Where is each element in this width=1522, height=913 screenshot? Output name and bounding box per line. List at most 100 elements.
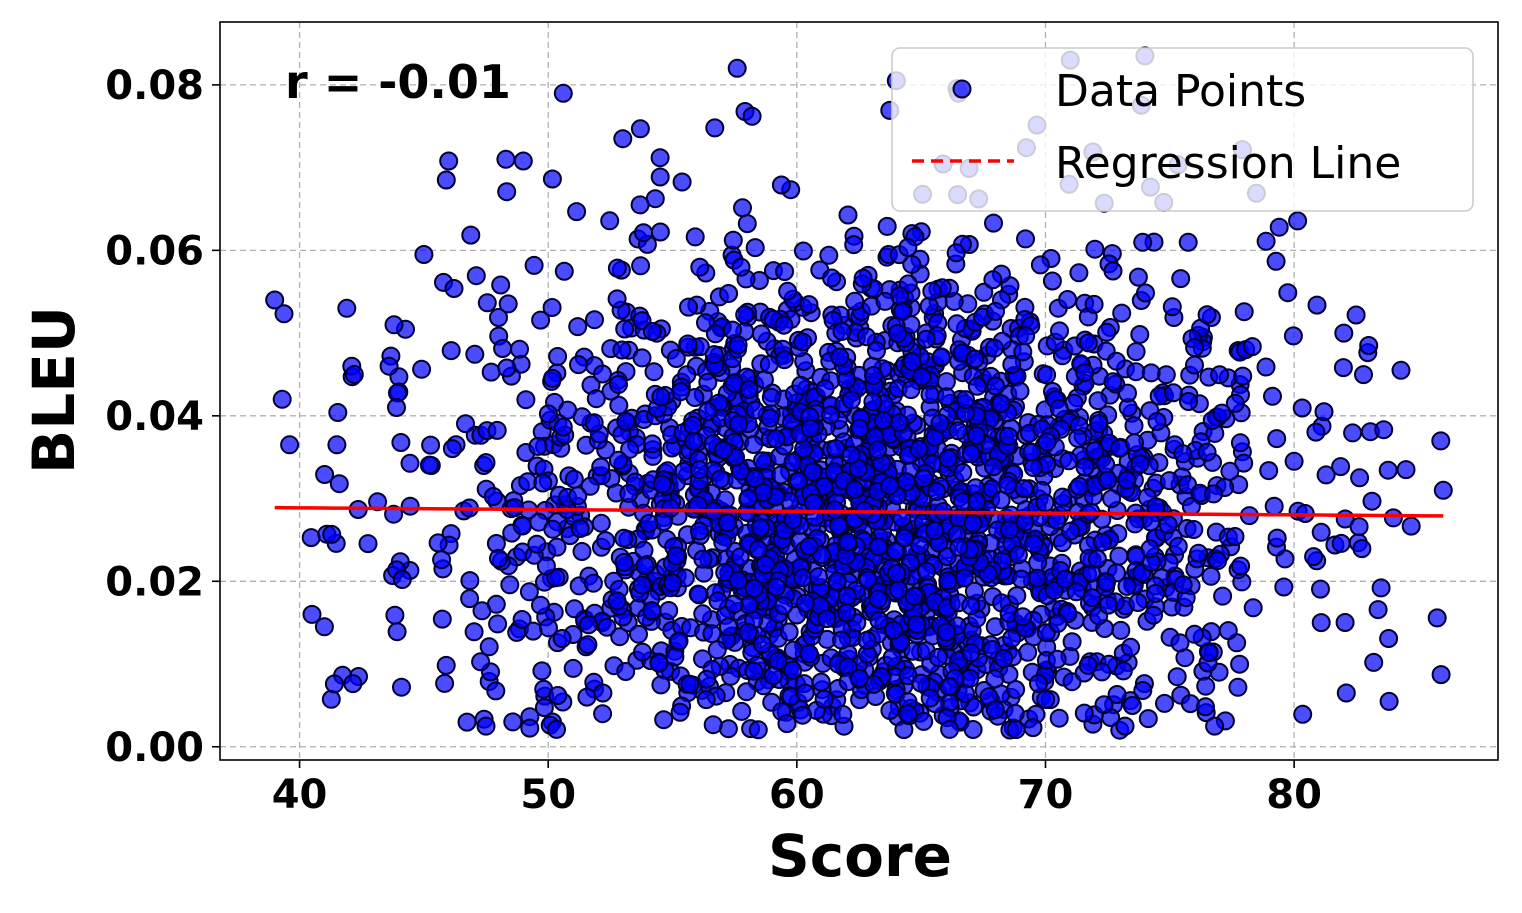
data-point <box>793 241 813 261</box>
data-point <box>1058 290 1078 309</box>
data-point <box>745 238 765 258</box>
data-point <box>1173 444 1193 464</box>
data-point <box>884 620 904 640</box>
data-point <box>666 546 686 566</box>
data-point <box>481 362 501 382</box>
data-point <box>639 513 659 533</box>
data-point <box>1006 720 1026 739</box>
data-point <box>629 624 648 644</box>
data-point <box>714 440 733 460</box>
data-point <box>1042 271 1062 291</box>
data-point <box>867 341 886 361</box>
data-point <box>1233 366 1253 386</box>
data-point <box>954 568 974 588</box>
data-point <box>634 223 653 243</box>
data-point <box>1024 534 1044 554</box>
data-point <box>1228 677 1248 697</box>
data-point <box>771 465 791 485</box>
data-point <box>759 355 779 374</box>
data-point <box>548 686 568 705</box>
data-point <box>650 222 670 242</box>
data-point <box>821 405 840 425</box>
data-point <box>678 334 698 354</box>
data-point <box>671 382 691 402</box>
data-point <box>607 591 627 611</box>
data-point <box>811 672 831 692</box>
data-point <box>985 669 1005 689</box>
data-point <box>315 465 335 484</box>
data-point <box>1288 211 1308 231</box>
data-point <box>889 413 909 433</box>
data-point <box>674 461 694 481</box>
data-point <box>1062 632 1082 652</box>
data-point <box>1231 556 1251 576</box>
data-point <box>1107 685 1127 704</box>
data-point <box>1316 465 1336 485</box>
data-point <box>642 434 662 454</box>
data-point <box>596 531 616 551</box>
data-point <box>391 433 411 452</box>
data-point <box>738 622 758 642</box>
data-point <box>591 457 611 477</box>
data-point <box>324 674 344 694</box>
data-point <box>1220 461 1240 481</box>
data-point <box>1084 294 1104 314</box>
data-point <box>914 468 933 488</box>
data-point <box>1088 391 1108 411</box>
data-point <box>642 322 662 341</box>
data-point <box>938 571 958 591</box>
data-point <box>584 413 604 433</box>
data-point <box>984 213 1003 233</box>
data-point <box>633 642 652 662</box>
data-point <box>1179 392 1198 411</box>
data-point <box>728 570 748 590</box>
data-point <box>614 528 634 548</box>
data-point <box>1197 305 1217 325</box>
data-point <box>822 268 842 288</box>
data-point <box>564 599 584 619</box>
data-point <box>441 341 461 361</box>
legend-box <box>891 47 1474 212</box>
data-point <box>815 379 835 399</box>
data-point <box>539 618 558 638</box>
data-point <box>635 556 655 576</box>
data-point <box>1016 326 1036 346</box>
data-point <box>1078 333 1098 353</box>
data-point <box>579 615 598 635</box>
data-point <box>542 169 562 189</box>
data-point <box>693 549 713 569</box>
data-point <box>761 387 781 407</box>
data-point <box>877 216 897 236</box>
data-point <box>1230 433 1250 453</box>
data-point <box>744 435 764 454</box>
data-point <box>1293 704 1313 724</box>
data-point <box>1225 393 1245 413</box>
data-point <box>1264 496 1284 516</box>
data-point <box>553 83 573 103</box>
data-point <box>922 281 942 301</box>
data-point <box>814 689 834 709</box>
data-point <box>828 515 848 535</box>
x-axis-label: Score <box>768 822 952 890</box>
data-point <box>936 387 956 407</box>
data-point <box>683 415 703 435</box>
data-point <box>642 601 662 621</box>
data-point <box>442 439 462 459</box>
data-point <box>321 689 341 709</box>
data-point <box>690 257 710 277</box>
data-point <box>1118 383 1137 403</box>
data-point <box>524 255 544 275</box>
data-point <box>710 469 730 489</box>
data-point <box>898 238 918 257</box>
data-point <box>1133 232 1153 252</box>
x-tick-label: 60 <box>769 772 825 818</box>
data-point <box>898 704 918 724</box>
data-point <box>1037 432 1057 452</box>
data-point <box>864 366 883 385</box>
data-point <box>510 339 529 359</box>
data-point <box>1011 569 1031 589</box>
data-point <box>880 476 900 496</box>
data-point <box>651 675 671 695</box>
data-point <box>1053 487 1073 507</box>
x-tick-label: 80 <box>1266 772 1322 818</box>
